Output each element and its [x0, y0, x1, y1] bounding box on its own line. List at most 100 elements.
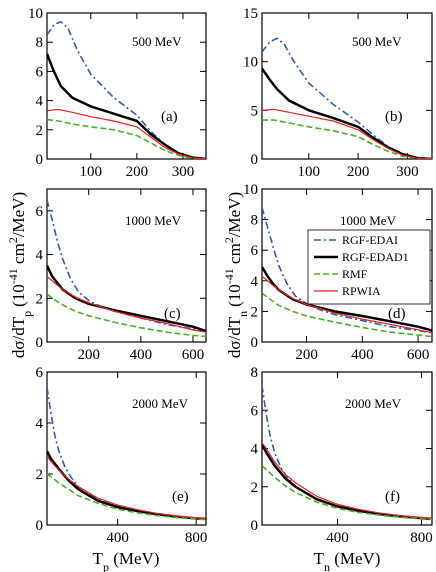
y-title-left-units-exp2: 2 — [6, 237, 20, 243]
x-title-right-main: T — [314, 549, 325, 568]
panel-d-ytick-label-4: 4 — [251, 274, 259, 290]
panel-b-xtick-label-100: 100 — [298, 164, 321, 180]
panel-d-series-rmf — [262, 292, 432, 338]
panel-d-energy-label: 1000 MeV — [340, 213, 397, 228]
panel-d-plot: 200 400 600 0 2 4 6 8 10 — [243, 182, 432, 363]
panel-d-ytick-label-8: 8 — [251, 213, 259, 229]
panel-d-frame — [261, 188, 433, 343]
panel-b-series-rgf-edai — [262, 37, 432, 159]
panel-f-ytick-label-4: 4 — [251, 442, 259, 458]
panel-c-series-rpwia — [47, 275, 206, 333]
legend-label-rpwia: RPWIA — [342, 284, 381, 298]
panel-b-series-rgf-edad1 — [262, 67, 432, 159]
panel-f-series-rmf — [262, 465, 432, 521]
x-axis-title-right: Tn (MeV) — [314, 549, 381, 572]
panel-f-frame — [261, 371, 433, 526]
legend-label-rgf-edad1: RGF-EDAD1 — [342, 250, 409, 264]
panel-e: 400 800 0 2 4 6 2000 MeV (e) — [36, 365, 208, 546]
panel-b-frame — [261, 12, 433, 160]
panel-b-ytick-label-5: 5 — [251, 103, 259, 119]
y-title-left-units-pre: (10 — [9, 284, 28, 307]
x-title-left-sub: p — [103, 560, 109, 572]
panel-d-ytick-label-10: 10 — [243, 182, 258, 198]
panel-d-ytick-label-2: 2 — [251, 304, 259, 320]
panel-b-xtick-label-200: 200 — [347, 164, 370, 180]
panel-f-series-rpwia — [262, 442, 432, 520]
panel-b-series-rpwia — [262, 108, 432, 159]
legend-entry-rgf-edai: RGF-EDAI — [314, 233, 398, 247]
legend-entry-rgf-edad1: RGF-EDAD1 — [314, 250, 409, 264]
panel-c-xtick-label-200: 200 — [77, 347, 100, 363]
panel-f: 400 800 0 2 4 6 8 2000 MeV (f) — [251, 365, 433, 546]
panel-d-letter: (d) — [388, 306, 406, 322]
panel-e-series-rgf-edad1 — [47, 450, 206, 521]
y-title-left-sub: p — [20, 311, 34, 317]
panel-c-xtick-label-600: 600 — [182, 347, 205, 363]
y-title-right-units-mid: cm — [225, 243, 244, 268]
panel-d-ytick-label-6: 6 — [251, 243, 259, 259]
panel-a-energy-label: 500 MeV — [132, 34, 182, 49]
legend-box — [307, 229, 431, 305]
panel-a-plot: 100 200 300 0 2 4 6 8 10 — [28, 6, 206, 180]
x-axis-title-left: Tp (MeV) — [93, 549, 160, 572]
panel-b-ytick-label-0: 0 — [251, 152, 259, 168]
panel-f-ytick-label-6: 6 — [251, 403, 259, 419]
panel-a-xtick-label-100: 100 — [80, 164, 103, 180]
panel-a-ytick-label-6: 6 — [36, 64, 44, 80]
panel-c-plot: 200 400 600 0 2 4 6 — [36, 189, 206, 363]
panel-f-letter: (f) — [385, 489, 400, 505]
panel-a-xtick-label-300: 300 — [172, 164, 195, 180]
panel-b-ytick-label-10: 10 — [243, 55, 258, 71]
panel-e-energy-label: 2000 MeV — [132, 396, 189, 411]
legend-label-rmf: RMF — [342, 267, 368, 281]
y-axis-title-left: dσ/dTp (10-41 cm2/MeV) — [6, 192, 34, 358]
panel-e-letter: (e) — [172, 489, 189, 505]
panel-a-series-rgf-edai — [47, 21, 206, 159]
y-title-left-units-mid: cm — [9, 243, 28, 268]
panel-b: 100 200 300 0 5 10 15 500 MeV (b) — [243, 6, 433, 180]
panel-b-energy-label: 500 MeV — [352, 34, 402, 49]
panel-c-frame — [46, 188, 207, 343]
panel-e-plot: 400 800 0 2 4 6 — [36, 365, 208, 546]
y-title-left-units-exp: -41 — [6, 268, 20, 284]
panel-c: 200 400 600 0 2 4 6 1000 MeV (c) — [36, 188, 207, 363]
panel-a: 100 200 300 0 2 4 6 8 10 500 MeV (a) — [28, 6, 207, 180]
panel-c-series-rgf-edad1 — [47, 264, 206, 333]
panel-e-series-rpwia — [47, 455, 206, 520]
panel-d-series-rpwia — [262, 275, 432, 334]
panel-c-ytick-label-2: 2 — [36, 291, 44, 307]
x-title-right-units: (MeV) — [330, 549, 381, 568]
panel-f-plot: 400 800 0 2 4 6 8 — [251, 365, 433, 546]
panel-c-series-rmf — [47, 293, 206, 338]
panel-e-ytick-label-0: 0 — [36, 518, 44, 534]
panel-c-ytick-label-4: 4 — [36, 248, 44, 264]
y-title-right-units-post: /MeV) — [225, 192, 244, 237]
panel-f-ytick-label-0: 0 — [251, 518, 259, 534]
panel-e-xtick-label-400: 400 — [106, 530, 129, 546]
panel-a-frame — [46, 12, 207, 160]
panel-e-ytick-label-4: 4 — [36, 416, 44, 432]
x-title-right-sub: n — [324, 560, 330, 572]
panel-e-frame — [46, 371, 207, 526]
legend-entry-rmf: RMF — [314, 267, 368, 281]
panel-a-letter: (a) — [161, 109, 178, 125]
panel-b-ytick-label-15: 15 — [243, 6, 258, 22]
panel-c-ytick-label-0: 0 — [36, 335, 44, 351]
panel-f-ytick-label-2: 2 — [251, 480, 259, 496]
x-title-left-main: T — [93, 549, 104, 568]
y-title-right-units-pre: (10 — [225, 284, 244, 307]
panel-c-energy-label: 1000 MeV — [125, 213, 182, 228]
panel-e-ytick-label-6: 6 — [36, 365, 44, 381]
panel-f-ytick-label-8: 8 — [251, 365, 259, 381]
panel-e-ytick-label-2: 2 — [36, 467, 44, 483]
y-title-right-units-exp2: 2 — [222, 237, 236, 243]
panel-d-xtick-label-200: 200 — [295, 347, 318, 363]
panel-d-xtick-label-600: 600 — [407, 347, 430, 363]
panel-b-letter: (b) — [385, 109, 403, 125]
y-axis-title-right: dσ/dTn (10-41 cm2/MeV) — [222, 192, 250, 358]
panel-f-energy-label: 2000 MeV — [345, 396, 402, 411]
panel-a-series-rgf-edad1 — [47, 53, 206, 159]
panel-c-xtick-label-400: 400 — [130, 347, 153, 363]
panel-f-xtick-label-400: 400 — [326, 530, 349, 546]
